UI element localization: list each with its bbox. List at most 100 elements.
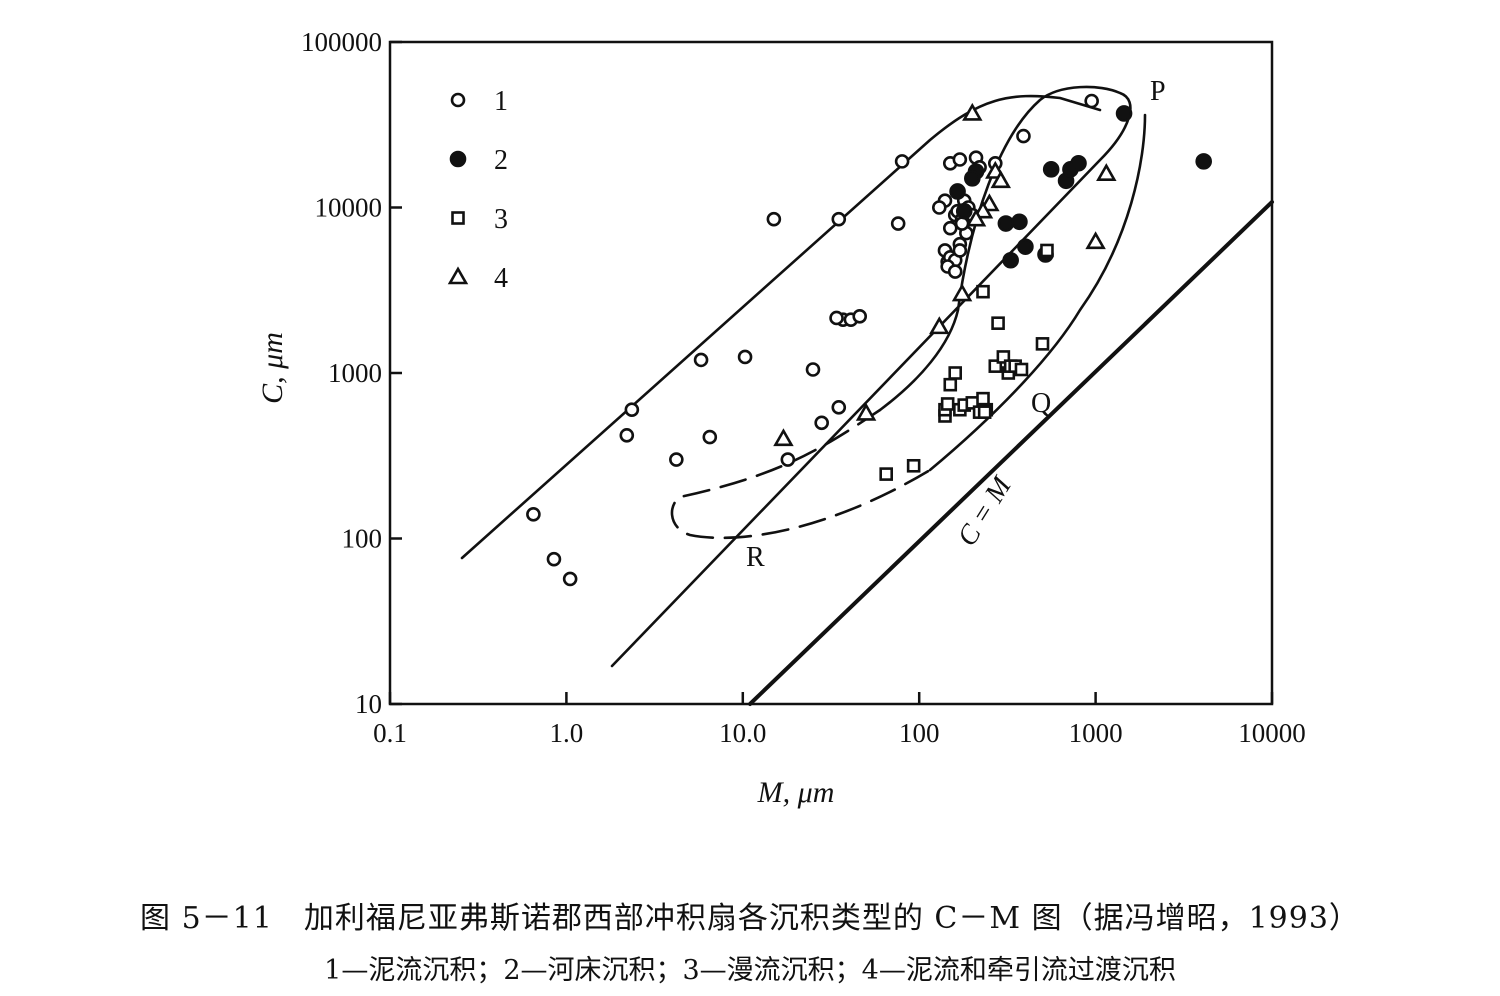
legend-label: 1	[494, 86, 508, 117]
data-point	[906, 458, 921, 473]
x-tick-label: 10.0	[719, 718, 766, 748]
data-point	[805, 362, 821, 377]
data-point	[814, 415, 829, 431]
data-point	[1035, 337, 1050, 351]
data-point	[702, 429, 718, 445]
data-point	[890, 216, 906, 231]
data-point	[948, 366, 963, 380]
data-point	[780, 452, 796, 467]
sheetflow-envelope	[928, 113, 1147, 472]
data-point	[952, 243, 968, 258]
envelope-curves	[460, 85, 1274, 706]
data-point	[996, 350, 1011, 364]
data-point	[619, 428, 635, 443]
annotation-q: Q	[1031, 388, 1051, 419]
legend-marker-3	[451, 211, 465, 225]
x-tick-label: 1000	[1069, 718, 1123, 748]
y-tick-label: 10	[355, 689, 382, 719]
data-point	[964, 170, 981, 187]
data-point	[962, 102, 983, 121]
data-point	[1042, 161, 1060, 178]
data-point	[1011, 213, 1028, 231]
data-point	[1014, 362, 1029, 377]
mudflow-envelope-dashed	[670, 408, 932, 540]
plot-frame	[388, 40, 1274, 706]
data-point	[1085, 231, 1106, 250]
x-axis-ticks: 0.1 1.0 10.0 100 1000 10000	[373, 692, 1306, 748]
data-point	[526, 507, 541, 522]
data-point	[990, 170, 1012, 189]
legend-marker-4	[447, 266, 469, 285]
figure-caption-legend: 1—泥流沉积；2—河床沉积；3—漫流沉积；4—泥流和牵引流过渡沉积	[324, 955, 1176, 986]
data-point	[894, 154, 910, 169]
x-axis-label: M, μm	[757, 776, 835, 809]
data-point	[931, 200, 947, 215]
data-point	[972, 200, 994, 219]
data-point	[1084, 93, 1099, 109]
data-point	[1002, 251, 1019, 269]
data-point	[624, 402, 640, 418]
data-point	[976, 391, 990, 406]
series-4	[773, 102, 1117, 447]
legend-label: 3	[494, 204, 508, 235]
data-point	[965, 208, 987, 227]
legend-label: 4	[494, 263, 508, 294]
data-point	[773, 428, 794, 447]
data-point	[991, 316, 1005, 330]
y-tick-label: 1000	[328, 358, 382, 388]
data-point	[977, 405, 992, 419]
data-point	[951, 283, 973, 302]
data-point	[1016, 128, 1031, 144]
data-point	[942, 220, 958, 236]
y-axis-ticks: 10 100 1000 10000 100000	[301, 27, 402, 719]
x-tick-label: 1.0	[550, 718, 584, 748]
data-point	[669, 452, 684, 467]
x-tick-label: 100	[899, 718, 940, 748]
data-point	[1096, 163, 1117, 182]
data-point	[954, 216, 970, 231]
annotation-p: P	[1150, 76, 1166, 107]
y-tick-label: 100	[342, 524, 383, 554]
y-axis-label: C, μm	[256, 332, 289, 404]
data-point	[955, 202, 973, 220]
data-point	[546, 551, 562, 567]
data-point	[693, 352, 709, 368]
series-2	[949, 105, 1212, 269]
legend-marker-2	[449, 150, 467, 168]
series-3	[879, 243, 1054, 481]
data-point	[737, 349, 753, 365]
data-points	[526, 93, 1212, 587]
c-equals-m-line	[748, 200, 1274, 706]
data-point	[829, 310, 844, 326]
legend-marker-1	[450, 92, 466, 108]
data-point	[1115, 105, 1133, 122]
data-point	[940, 397, 955, 411]
legend-label: 2	[494, 145, 508, 176]
cm-chart: 0.1 1.0 10.0 100 1000 10000 10 100 1000 10000 100…	[256, 27, 1306, 809]
data-point	[852, 309, 868, 324]
data-point	[1195, 153, 1212, 170]
data-point	[929, 316, 950, 335]
data-point	[831, 400, 847, 415]
series-1	[526, 93, 1099, 587]
legend: 1 2 3 4	[447, 86, 508, 294]
y-tick-label: 10000	[315, 193, 383, 223]
data-point	[766, 211, 782, 227]
data-point	[562, 571, 578, 587]
annotation-c-equals-m: C = M	[952, 470, 1019, 551]
data-point	[997, 215, 1015, 232]
data-point	[976, 284, 990, 299]
annotation-r: R	[746, 542, 765, 573]
data-point	[1070, 154, 1087, 172]
data-point	[1017, 238, 1034, 255]
y-tick-label: 100000	[301, 27, 382, 57]
x-tick-label: 0.1	[373, 718, 407, 748]
outer-envelope	[460, 94, 1102, 560]
data-point	[879, 467, 893, 481]
x-tick-label: 10000	[1238, 718, 1306, 748]
data-point	[943, 377, 958, 392]
figure-caption-title: 图 5－11 加利福尼亚弗斯诺郡西部冲积扇各沉积类型的 C－M 图（据冯增昭，1…	[140, 901, 1360, 936]
data-point	[855, 402, 877, 421]
data-point	[949, 183, 966, 200]
data-point	[1040, 243, 1054, 258]
